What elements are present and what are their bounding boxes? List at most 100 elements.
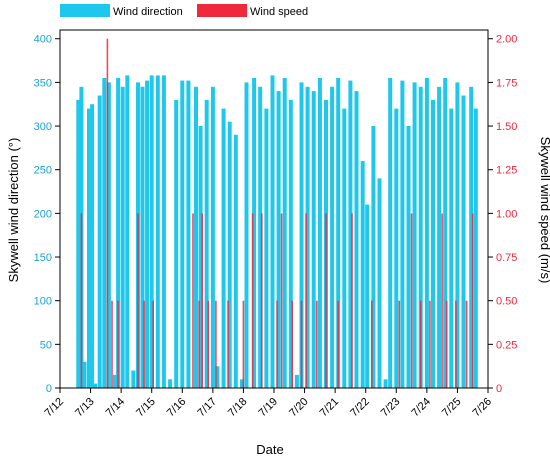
direction-bar xyxy=(424,78,429,388)
direction-bar xyxy=(149,75,154,389)
speed-bar xyxy=(445,300,448,388)
speed-bar xyxy=(276,300,278,388)
direction-bar xyxy=(155,75,160,389)
legend-swatch-direction xyxy=(60,4,110,17)
direction-bar xyxy=(239,379,244,388)
direction-bar xyxy=(354,91,359,388)
y-axis-label-left: Skywell wind direction (°) xyxy=(6,138,21,283)
speed-bar xyxy=(471,213,474,388)
direction-bar xyxy=(377,178,382,388)
plot-area xyxy=(76,38,478,389)
direction-bar xyxy=(400,80,405,388)
x-tick-label: 7/22 xyxy=(348,396,372,420)
direction-bar xyxy=(87,108,91,388)
speed-bar xyxy=(429,300,431,388)
direction-bar xyxy=(360,161,365,388)
x-tick-label: 7/12 xyxy=(42,396,66,420)
direction-bar xyxy=(186,80,191,388)
speed-bar xyxy=(192,213,194,388)
direction-bar xyxy=(116,78,121,388)
direction-bar xyxy=(437,86,442,389)
direction-bar xyxy=(469,86,474,389)
speed-bar xyxy=(316,300,318,388)
y-left-tick-label: 400 xyxy=(34,34,52,46)
speed-bar xyxy=(207,300,210,388)
speed-bar xyxy=(261,213,263,388)
direction-bar xyxy=(131,370,136,388)
direction-bar xyxy=(215,366,220,388)
speed-bar xyxy=(371,300,373,388)
direction-bar xyxy=(264,108,269,388)
direction-bar xyxy=(336,78,341,388)
direction-bar xyxy=(106,82,111,389)
speed-bar xyxy=(198,300,200,388)
y-left-tick-label: 200 xyxy=(34,208,52,220)
y-right-tick-label: 0.75 xyxy=(496,252,517,264)
legend: Wind direction Wind speed xyxy=(60,4,308,18)
direction-bar xyxy=(461,95,466,388)
speed-bar xyxy=(465,300,468,388)
speed-bar xyxy=(227,300,229,388)
direction-bar xyxy=(168,379,173,388)
direction-bar xyxy=(113,374,117,388)
legend-label-direction: Wind direction xyxy=(113,6,183,18)
y-left-tick-label: 50 xyxy=(40,339,52,351)
direction-bar xyxy=(455,82,460,389)
speed-bar xyxy=(305,213,307,388)
x-axis-label: Date xyxy=(256,442,283,457)
direction-bar xyxy=(140,86,145,389)
y-left-tick-label: 250 xyxy=(34,165,52,177)
y-left-tick-label: 0 xyxy=(46,383,52,395)
direction-bar xyxy=(252,78,257,388)
speed-bar xyxy=(215,300,217,388)
x-tick-label: 7/14 xyxy=(104,396,128,420)
direction-bar xyxy=(473,108,478,388)
direction-bar xyxy=(276,91,281,388)
direction-bar xyxy=(443,78,448,388)
direction-bar xyxy=(227,121,232,388)
direction-bar xyxy=(204,99,209,389)
speed-bar xyxy=(291,300,294,388)
direction-bar xyxy=(348,80,353,388)
x-tick-label: 7/25 xyxy=(440,396,464,420)
direction-bar xyxy=(270,75,275,389)
direction-bar xyxy=(371,126,376,388)
direction-bar xyxy=(161,75,166,389)
x-tick-label: 7/19 xyxy=(256,396,280,420)
direction-bar xyxy=(93,383,98,388)
y-right-tick-label: 1.25 xyxy=(496,165,517,177)
y-right-tick-label: 1.00 xyxy=(496,208,517,220)
speed-bar xyxy=(351,213,353,388)
speed-bar xyxy=(300,300,303,388)
y-right-tick-label: 0.50 xyxy=(496,296,517,308)
speed-bar xyxy=(137,213,139,388)
direction-bar xyxy=(90,104,95,388)
direction-bar xyxy=(311,91,316,388)
speed-bar xyxy=(410,213,413,388)
y-right-tick-label: 0.25 xyxy=(496,339,517,351)
direction-bar xyxy=(365,204,370,388)
speed-bar xyxy=(117,300,119,388)
direction-bar xyxy=(102,78,107,388)
legend-swatch-speed xyxy=(197,4,247,17)
direction-bar xyxy=(388,78,393,388)
y-right-tick-label: 1.75 xyxy=(496,77,517,89)
speed-bar xyxy=(152,300,154,388)
x-tick-label: 7/15 xyxy=(134,396,158,420)
direction-bar xyxy=(317,78,322,388)
direction-bar xyxy=(406,126,411,388)
x-tick-label: 7/23 xyxy=(379,396,403,420)
x-tick-label: 7/24 xyxy=(409,396,433,420)
direction-bar xyxy=(294,374,299,388)
speed-bar xyxy=(419,300,422,388)
speed-bar xyxy=(106,38,109,388)
speed-bar xyxy=(251,213,254,388)
x-tick-label: 7/17 xyxy=(195,396,219,420)
direction-bar xyxy=(82,361,87,388)
speed-bar xyxy=(455,300,457,388)
speed-bar xyxy=(80,213,83,388)
speed-bar xyxy=(280,213,283,388)
x-tick-label: 7/20 xyxy=(287,396,311,420)
direction-bar xyxy=(120,86,125,389)
